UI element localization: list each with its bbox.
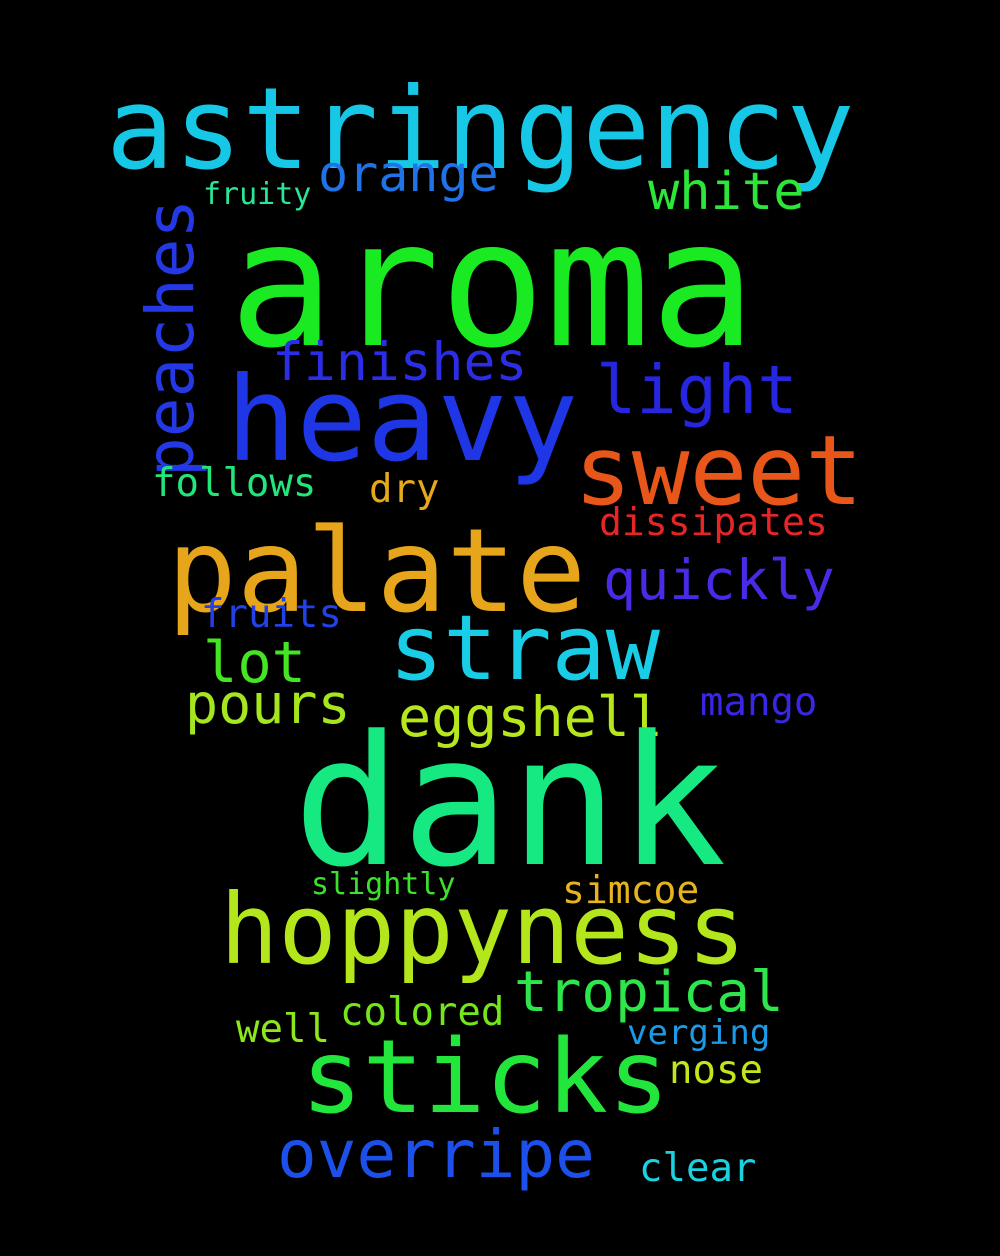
word-light: light <box>596 351 798 429</box>
word-dank: dank <box>293 698 727 907</box>
word-hoppyness: hoppyness <box>220 873 746 986</box>
word-eggshell: eggshell <box>398 685 663 749</box>
word-colored: colored <box>340 990 505 1035</box>
word-palate: palate <box>167 504 587 639</box>
word-well: well <box>236 1007 330 1052</box>
word-astringency: astringency <box>106 63 855 195</box>
word-fruits: fruits <box>201 592 342 637</box>
word-overripe: overripe <box>277 1116 595 1193</box>
word-simcoe: simcoe <box>562 868 700 912</box>
word-straw: straw <box>389 596 660 701</box>
word-mango: mango <box>700 680 818 725</box>
word-sweet: sweet <box>574 415 863 527</box>
word-finishes: finishes <box>272 332 528 393</box>
word-dry: dry <box>369 467 440 512</box>
word-follows: follows <box>152 461 317 506</box>
word-slightly: slightly <box>311 867 456 902</box>
word-pours: pours <box>185 672 351 736</box>
word-clear: clear <box>639 1146 757 1191</box>
word-dissipates: dissipates <box>599 500 828 544</box>
word-aroma: aroma <box>229 184 756 387</box>
word-quickly: quickly <box>603 548 835 612</box>
word-lot: lot <box>203 630 306 696</box>
word-fruity: fruity <box>203 177 312 212</box>
word-tropical: tropical <box>514 960 784 1025</box>
word-heavy: heavy <box>226 351 579 488</box>
word-nose: nose <box>669 1048 763 1093</box>
word-orange: orange <box>318 145 499 203</box>
word-white: white <box>648 162 805 222</box>
word-verging: verging <box>627 1013 771 1053</box>
word-sticks: sticks <box>301 1018 670 1137</box>
word-peaches: peaches <box>132 198 209 477</box>
